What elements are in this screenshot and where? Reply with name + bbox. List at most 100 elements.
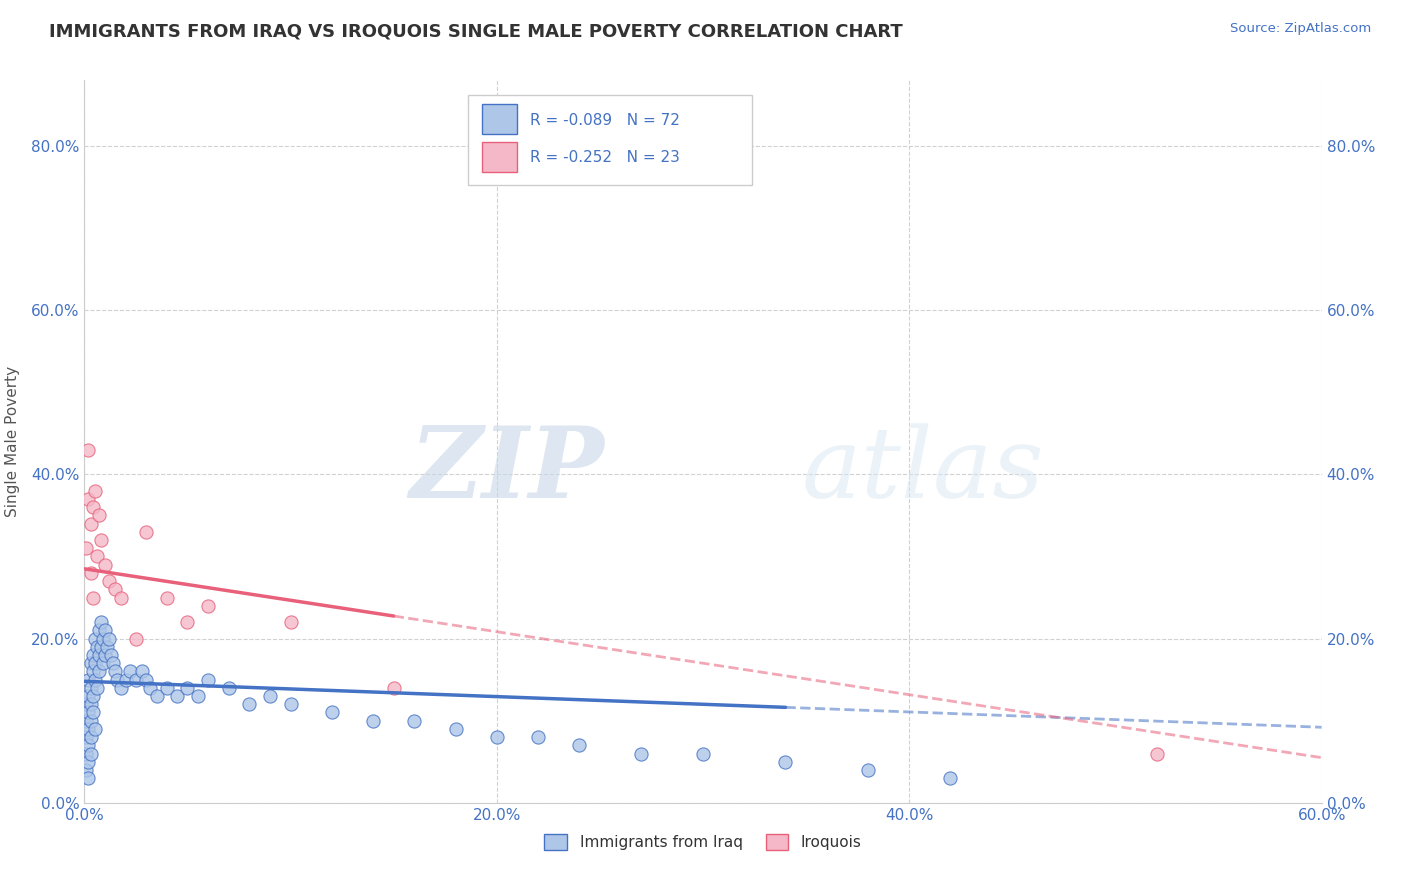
Point: [86, 681, 108, 695]
Point: [75, 714, 97, 728]
Point: [630, 747, 652, 761]
FancyBboxPatch shape: [468, 95, 752, 185]
Point: [118, 665, 141, 679]
Point: [83, 483, 105, 498]
Point: [197, 673, 219, 687]
Point: [218, 681, 240, 695]
Point: [856, 763, 879, 777]
Point: [83, 673, 105, 687]
Point: [75, 763, 97, 777]
Point: [100, 648, 122, 662]
Point: [75, 541, 97, 556]
Point: [135, 524, 157, 539]
Point: [79, 730, 101, 744]
Point: [131, 665, 153, 679]
Point: [139, 681, 162, 695]
Point: [176, 681, 198, 695]
Point: [125, 632, 148, 646]
Text: atlas: atlas: [801, 423, 1045, 518]
Point: [382, 681, 405, 695]
Point: [79, 714, 101, 728]
Point: [77, 771, 100, 785]
Point: [86, 549, 108, 564]
Point: [77, 755, 100, 769]
Point: [75, 747, 97, 761]
Point: [110, 591, 132, 605]
Point: [135, 673, 157, 687]
Point: [82, 500, 104, 515]
Point: [156, 591, 179, 605]
Point: [82, 665, 104, 679]
Point: [156, 681, 179, 695]
Point: [91, 632, 114, 646]
Point: [79, 698, 101, 712]
Point: [87, 665, 110, 679]
Point: [94, 558, 117, 572]
Point: [361, 714, 384, 728]
Point: [91, 657, 114, 671]
Point: [187, 689, 209, 703]
Point: [77, 706, 100, 720]
Point: [82, 706, 104, 720]
Point: [90, 533, 112, 547]
Point: [1146, 747, 1168, 761]
Point: [280, 698, 302, 712]
Point: [77, 739, 100, 753]
Point: [77, 722, 100, 736]
Point: [404, 714, 426, 728]
Text: ZIP: ZIP: [409, 422, 605, 518]
Point: [86, 640, 108, 654]
Point: [79, 747, 101, 761]
Point: [82, 648, 104, 662]
Point: [87, 508, 110, 523]
Point: [83, 722, 105, 736]
Point: [444, 722, 467, 736]
Point: [96, 640, 118, 654]
Point: [87, 624, 110, 638]
Point: [94, 624, 117, 638]
Text: Source: ZipAtlas.com: Source: ZipAtlas.com: [1230, 22, 1371, 36]
Point: [238, 698, 260, 712]
Point: [87, 648, 110, 662]
Point: [176, 615, 198, 630]
Point: [79, 516, 101, 531]
Point: [104, 582, 127, 597]
Text: R = -0.252   N = 23: R = -0.252 N = 23: [530, 150, 679, 165]
Point: [939, 771, 962, 785]
Point: [568, 739, 591, 753]
Point: [98, 632, 121, 646]
Point: [79, 566, 101, 580]
Point: [77, 491, 100, 506]
Point: [692, 747, 714, 761]
Point: [114, 673, 136, 687]
Point: [105, 673, 128, 687]
Point: [83, 632, 105, 646]
Point: [110, 681, 132, 695]
Point: [104, 665, 127, 679]
Point: [79, 681, 101, 695]
Point: [90, 640, 112, 654]
Point: [485, 730, 508, 744]
FancyBboxPatch shape: [481, 142, 517, 172]
Point: [197, 599, 219, 613]
Point: [90, 615, 112, 630]
Point: [79, 657, 101, 671]
Y-axis label: Single Male Poverty: Single Male Poverty: [4, 366, 20, 517]
Point: [83, 657, 105, 671]
Point: [103, 657, 125, 671]
Point: [280, 615, 302, 630]
Point: [775, 755, 797, 769]
Point: [321, 706, 343, 720]
Point: [75, 698, 97, 712]
Point: [166, 689, 188, 703]
Point: [259, 689, 281, 703]
Text: IMMIGRANTS FROM IRAQ VS IROQUOIS SINGLE MALE POVERTY CORRELATION CHART: IMMIGRANTS FROM IRAQ VS IROQUOIS SINGLE …: [49, 22, 903, 40]
Point: [77, 673, 100, 687]
Text: R = -0.089   N = 72: R = -0.089 N = 72: [530, 112, 679, 128]
Point: [145, 689, 167, 703]
Point: [82, 689, 104, 703]
Point: [94, 648, 117, 662]
Point: [527, 730, 550, 744]
Point: [98, 574, 121, 588]
Point: [125, 673, 148, 687]
